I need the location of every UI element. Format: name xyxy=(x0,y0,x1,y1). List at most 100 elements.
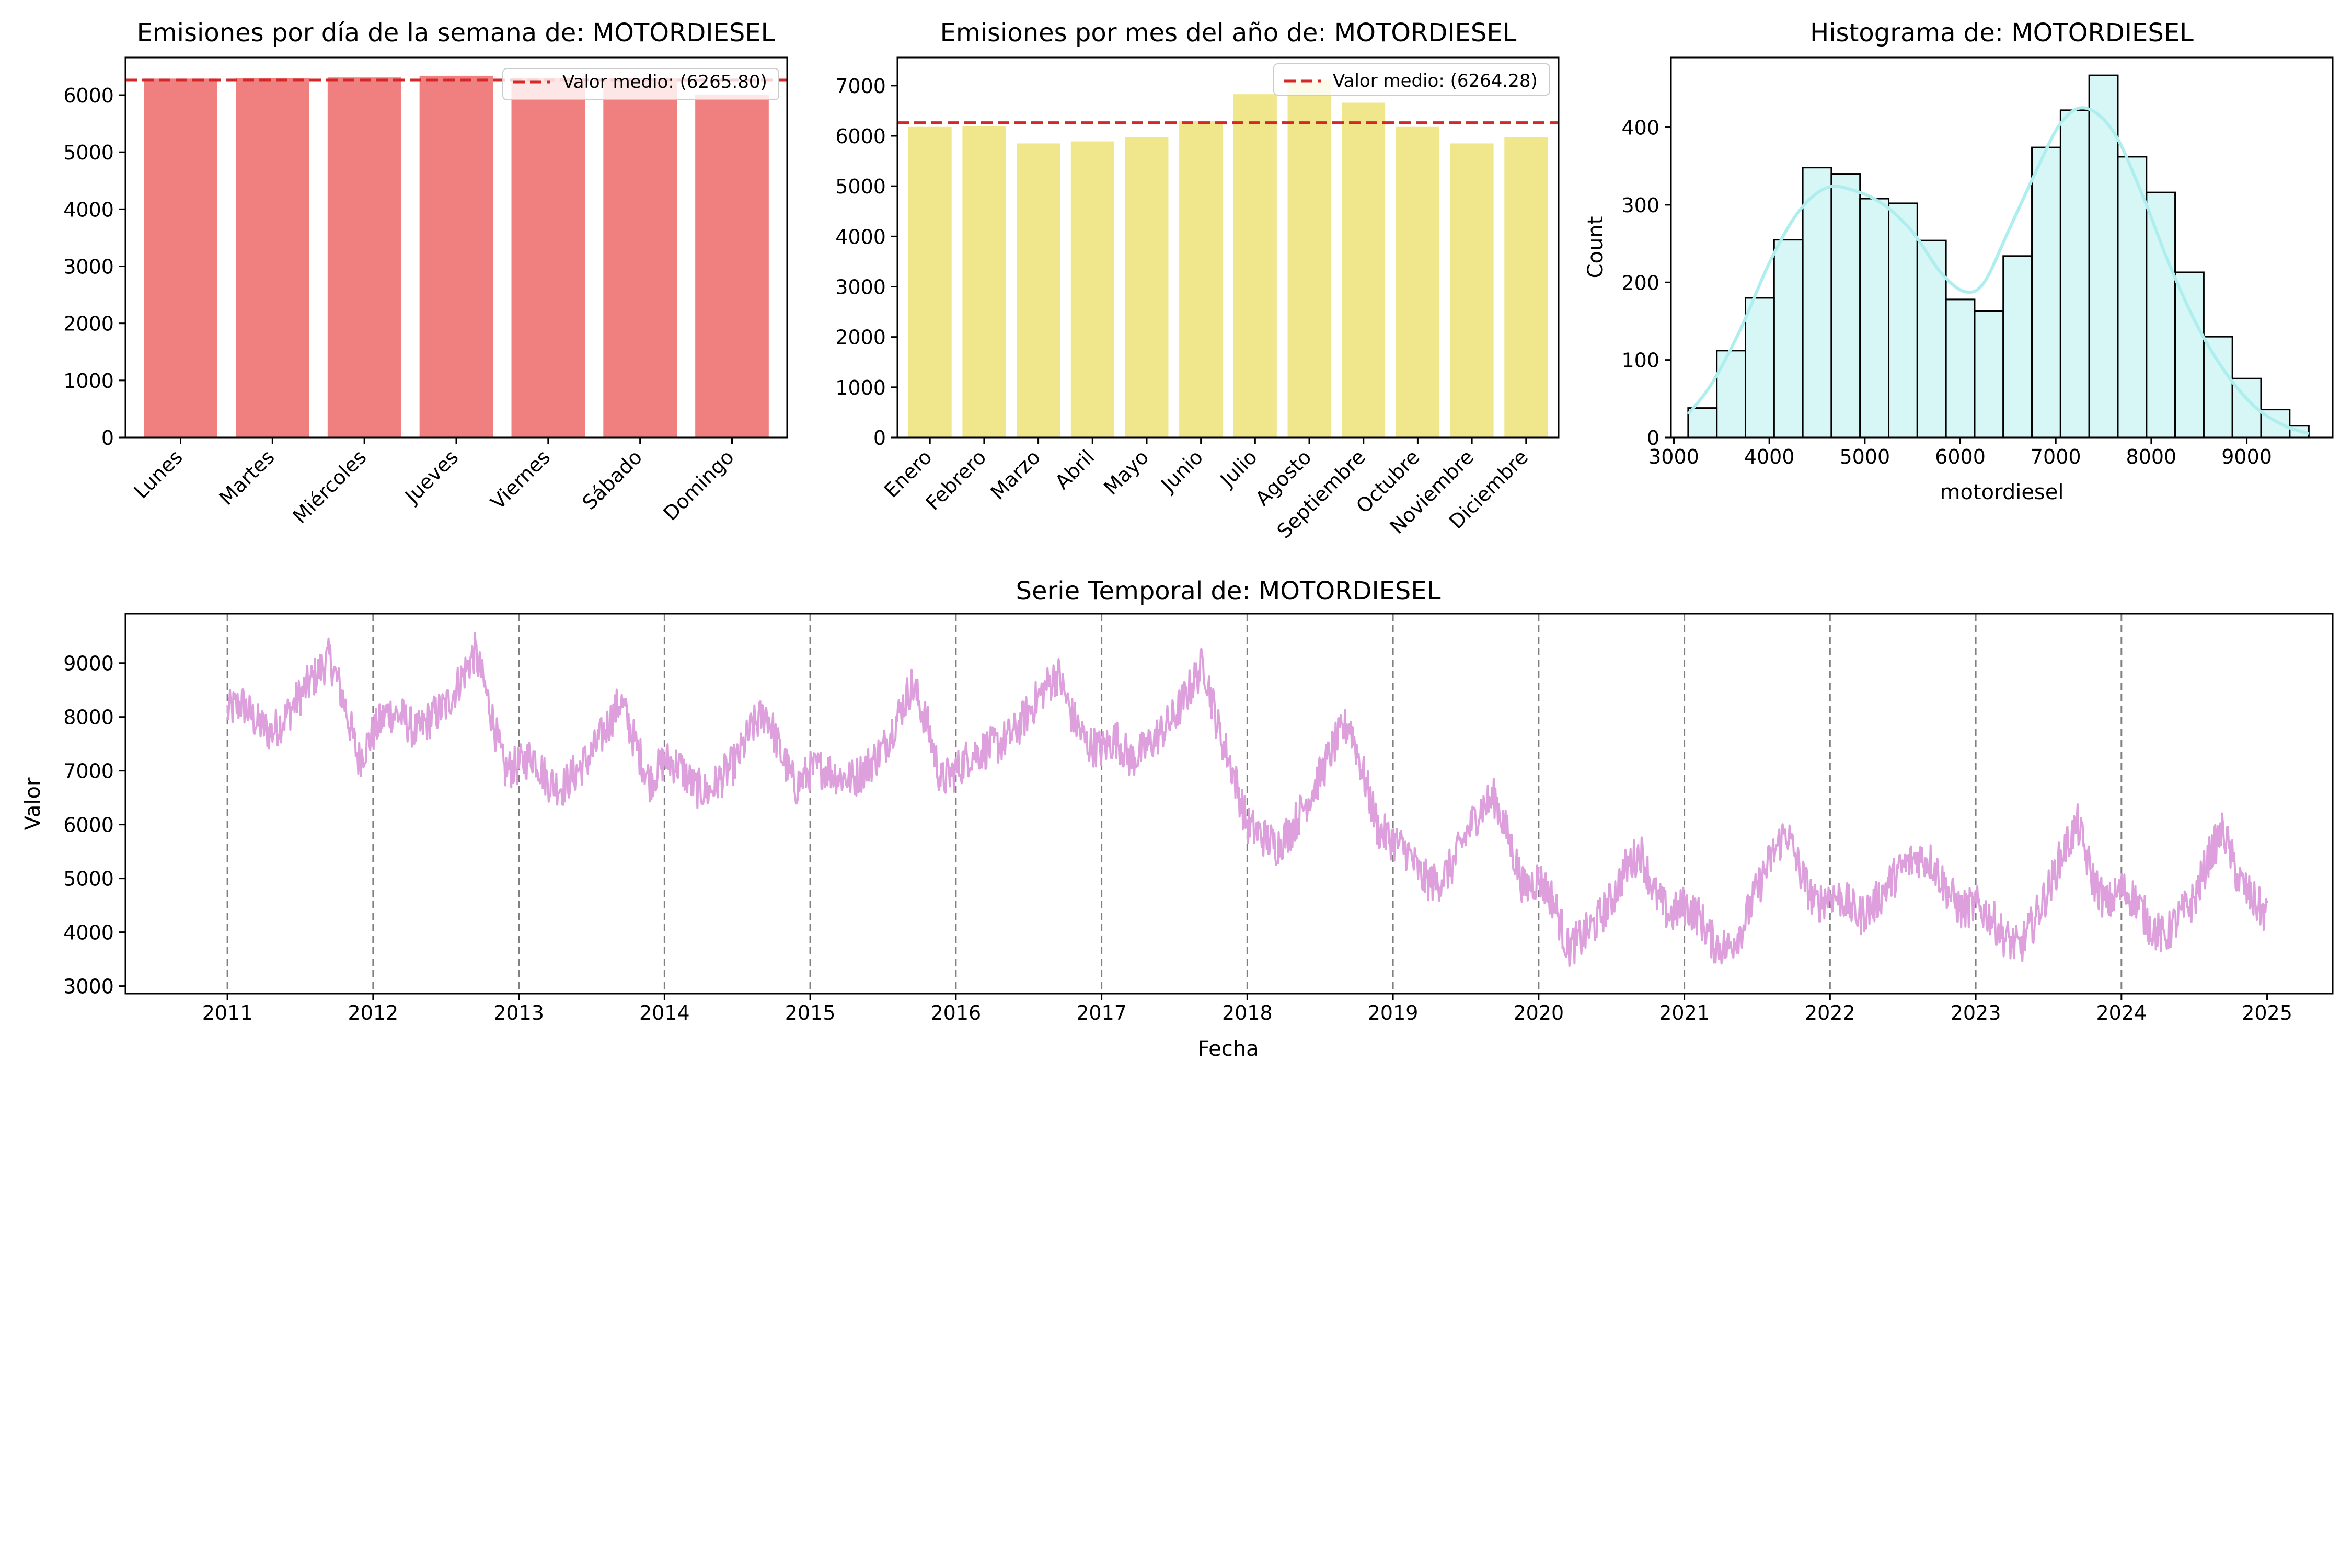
month-legend: Valor medio: (6264.28) xyxy=(1273,63,1550,96)
histogram-y-label: Count xyxy=(1584,216,1608,279)
histogram-title: Histograma de: MOTORDIESEL xyxy=(1810,18,2194,48)
x-tick-label: 2020 xyxy=(1513,1001,1564,1024)
histogram-bin xyxy=(2088,74,2119,439)
time-series-title: Serie Temporal de: MOTORDIESEL xyxy=(1016,577,1441,606)
bar xyxy=(908,126,952,437)
histogram-bin xyxy=(1744,297,1775,439)
x-tick-label: 2022 xyxy=(1805,1001,1855,1024)
y-tick-label: 4000 xyxy=(63,198,114,221)
y-tick-label: 4000 xyxy=(835,225,886,248)
x-tick-label: 2011 xyxy=(202,1001,253,1024)
month-chart-title: Emisiones por mes del año de: MOTORDIESE… xyxy=(940,18,1517,48)
y-tick-label: 7000 xyxy=(63,760,114,783)
bar xyxy=(603,78,677,437)
x-tick-label: 2014 xyxy=(639,1001,690,1024)
y-tick-label: 9000 xyxy=(63,652,114,675)
time-series-y-label: Valor xyxy=(21,777,45,830)
bar xyxy=(236,78,309,437)
bar xyxy=(1342,102,1386,438)
bar xyxy=(1179,121,1223,438)
histogram-bin xyxy=(1859,198,1890,439)
y-tick-label: 0 xyxy=(873,426,886,449)
histogram-bin xyxy=(1945,298,1976,439)
weekday-legend: Valor medio: (6265.80) xyxy=(502,68,779,100)
bar xyxy=(1070,141,1114,438)
x-tick-label: 2017 xyxy=(1076,1001,1127,1024)
histogram-bin xyxy=(1974,310,2004,439)
bar xyxy=(144,78,217,437)
histogram-kde-curve xyxy=(1687,106,2310,435)
histogram-bin xyxy=(1716,350,1746,439)
month-bar-chart: Emisiones por mes del año de: MOTORDIESE… xyxy=(835,18,1560,543)
month-legend-label: Valor medio: (6264.28) xyxy=(1333,71,1538,91)
histogram-bin xyxy=(1773,239,1804,439)
histogram-bin xyxy=(1916,239,1947,439)
time-series-line xyxy=(226,632,2268,967)
x-tick-label: 6000 xyxy=(1935,445,1986,468)
bar xyxy=(962,126,1006,438)
histogram-bin xyxy=(2031,146,2061,439)
weekday-legend-box xyxy=(502,68,779,100)
y-tick-label: 300 xyxy=(1621,194,1659,217)
x-tick-label: 2023 xyxy=(1951,1001,2001,1024)
y-tick-label: 6000 xyxy=(835,125,886,148)
bar xyxy=(1287,79,1331,438)
time-series-axes-frame xyxy=(124,613,2334,995)
x-tick-label: 2016 xyxy=(930,1001,981,1024)
x-tick-label: 2021 xyxy=(1659,1001,1710,1024)
x-tick-label: 2025 xyxy=(2242,1001,2292,1024)
histogram-bin xyxy=(2117,156,2148,439)
bar xyxy=(1450,143,1494,437)
bar xyxy=(511,78,585,437)
histogram-bin xyxy=(2174,271,2205,439)
y-tick-label: 0 xyxy=(1647,426,1659,449)
histogram-x-label: motordiesel xyxy=(1940,480,2063,504)
histogram-axes-frame xyxy=(1670,56,2334,439)
y-tick-label: 1000 xyxy=(835,376,886,399)
histogram-bin xyxy=(1687,407,1718,439)
weekday-chart-title: Emisiones por día de la semana de: MOTOR… xyxy=(137,18,775,48)
month-legend-box xyxy=(1273,63,1550,96)
histogram-bin xyxy=(2203,336,2233,439)
y-tick-label: 4000 xyxy=(63,921,114,944)
y-tick-label: 3000 xyxy=(63,975,114,998)
histogram-bin xyxy=(2146,191,2176,439)
x-tick-label: 2012 xyxy=(348,1001,399,1024)
y-tick-label: 2000 xyxy=(835,326,886,349)
bar xyxy=(1017,143,1060,437)
histogram-bin xyxy=(1802,167,1832,439)
weekday-legend-label: Valor medio: (6265.80) xyxy=(562,72,767,93)
x-tick-label: 8000 xyxy=(2126,445,2177,468)
y-tick-label: 400 xyxy=(1621,117,1659,140)
time-series-x-label: Fecha xyxy=(1197,1037,1259,1061)
month-y-ticks: 0 1000 2000 3000 4000 5000 6000 7000 xyxy=(835,75,897,449)
x-tick-label: 2013 xyxy=(493,1001,544,1024)
histogram-bin xyxy=(2002,255,2033,439)
weekday-y-ticks: 0 1000 2000 3000 4000 5000 6000 xyxy=(63,84,125,449)
time-series-year-lines xyxy=(226,614,2123,994)
bar xyxy=(1504,137,1548,438)
y-tick-label: 200 xyxy=(1621,271,1659,294)
histogram-ticks: 0 100 200 300 400 3000 4000 5000 6000 7000 8000 900… xyxy=(1621,117,2272,468)
histogram-bin xyxy=(1830,173,1861,439)
y-tick-label: 5000 xyxy=(63,868,114,891)
x-tick-label: 3000 xyxy=(1648,445,1699,468)
time-series-chart: Serie Temporal de: MOTORDIESEL 3000 4000 5… xyxy=(21,577,2334,1061)
y-tick-label: 3000 xyxy=(63,256,114,279)
weekday-bars xyxy=(144,75,769,438)
bar xyxy=(1396,126,1439,437)
histogram-bins xyxy=(1687,74,2310,439)
y-tick-label: 5000 xyxy=(835,175,886,198)
month-axes-frame xyxy=(896,56,1560,439)
x-tick-label: 2024 xyxy=(2096,1001,2147,1024)
bar xyxy=(1233,94,1277,438)
x-tick-label: 4000 xyxy=(1744,445,1795,468)
weekday-axes-frame xyxy=(124,56,788,439)
histogram-chart: Histograma de: MOTORDIESEL 0 100 200 300 400… xyxy=(1584,18,2334,504)
y-tick-label: 5000 xyxy=(63,141,114,164)
y-tick-label: 2000 xyxy=(63,313,114,336)
bar xyxy=(1125,137,1169,438)
histogram-bin xyxy=(2059,109,2090,439)
time-series-ticks: 3000 4000 5000 6000 7000 8000 9000 2011 2012 2013… xyxy=(63,652,2292,1024)
